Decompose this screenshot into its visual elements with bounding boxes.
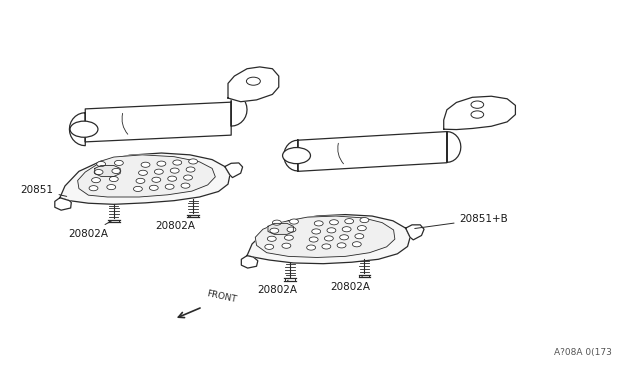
Circle shape: [173, 160, 182, 165]
Polygon shape: [95, 166, 120, 176]
Circle shape: [268, 236, 276, 241]
Circle shape: [170, 168, 179, 173]
Circle shape: [284, 235, 293, 240]
Polygon shape: [284, 132, 461, 171]
Circle shape: [355, 234, 364, 239]
Circle shape: [92, 177, 100, 183]
Circle shape: [265, 244, 274, 249]
Circle shape: [342, 227, 351, 232]
Circle shape: [309, 237, 318, 242]
Circle shape: [141, 162, 150, 167]
Circle shape: [186, 167, 195, 172]
Text: 20802A: 20802A: [330, 276, 371, 292]
Circle shape: [152, 177, 161, 182]
Circle shape: [154, 169, 163, 174]
Circle shape: [109, 176, 118, 182]
Polygon shape: [241, 256, 258, 268]
Circle shape: [149, 185, 158, 190]
Circle shape: [168, 176, 177, 181]
Circle shape: [327, 228, 336, 233]
Text: 20851: 20851: [20, 185, 67, 196]
Circle shape: [273, 220, 282, 225]
Polygon shape: [77, 155, 215, 197]
Circle shape: [322, 244, 331, 249]
Polygon shape: [225, 163, 243, 177]
Text: 20802A: 20802A: [156, 216, 195, 231]
Polygon shape: [55, 198, 71, 210]
Circle shape: [312, 229, 321, 234]
Circle shape: [353, 242, 361, 247]
Circle shape: [181, 183, 190, 188]
Circle shape: [134, 186, 142, 192]
Circle shape: [189, 159, 198, 164]
Circle shape: [345, 219, 354, 224]
Circle shape: [112, 169, 121, 174]
Circle shape: [324, 236, 333, 241]
Circle shape: [138, 170, 147, 175]
Circle shape: [289, 219, 298, 224]
Circle shape: [283, 148, 310, 164]
Circle shape: [136, 178, 145, 183]
Circle shape: [357, 225, 366, 231]
Polygon shape: [69, 93, 247, 146]
Text: A?08A 0(173: A?08A 0(173: [554, 349, 612, 357]
Polygon shape: [228, 67, 279, 102]
Circle shape: [97, 161, 106, 167]
Polygon shape: [255, 216, 395, 257]
Circle shape: [184, 175, 193, 180]
Circle shape: [337, 243, 346, 248]
Text: FRONT: FRONT: [206, 289, 237, 304]
Circle shape: [107, 185, 116, 190]
Circle shape: [282, 243, 291, 248]
Circle shape: [246, 77, 260, 85]
Polygon shape: [60, 153, 230, 204]
Text: 20802A: 20802A: [68, 221, 111, 238]
Circle shape: [270, 228, 279, 233]
Circle shape: [287, 227, 296, 232]
Text: 20851+B: 20851+B: [415, 214, 508, 228]
Text: 20802A: 20802A: [257, 280, 297, 295]
Circle shape: [165, 184, 174, 189]
Polygon shape: [406, 225, 424, 240]
Circle shape: [307, 245, 316, 250]
Circle shape: [89, 186, 98, 191]
Polygon shape: [268, 223, 293, 234]
Circle shape: [157, 161, 166, 166]
Circle shape: [94, 170, 103, 174]
Polygon shape: [444, 96, 515, 129]
Circle shape: [314, 221, 323, 226]
Circle shape: [340, 235, 349, 240]
Circle shape: [360, 218, 369, 223]
Circle shape: [471, 111, 484, 118]
Circle shape: [330, 220, 339, 225]
Polygon shape: [247, 215, 410, 264]
Circle shape: [70, 121, 98, 137]
Circle shape: [471, 101, 484, 108]
Circle shape: [115, 160, 124, 166]
